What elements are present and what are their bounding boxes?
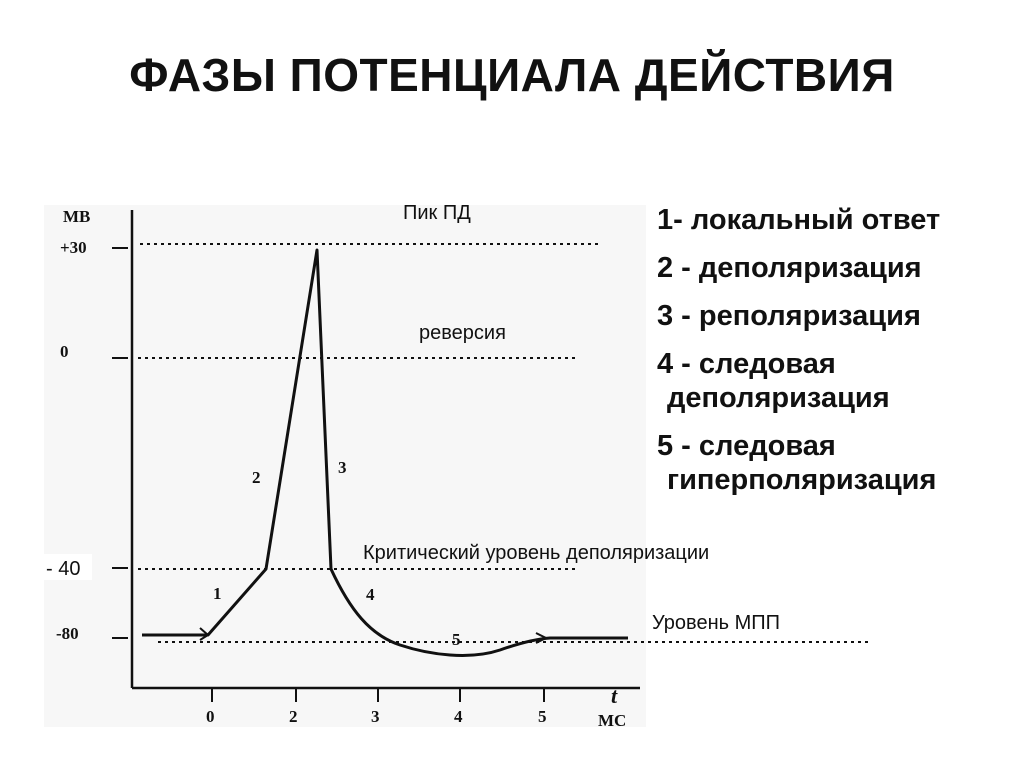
arrow-icon [199,627,210,641]
peak-label: Пик ПД [403,202,471,224]
x-unit-label: МС [598,711,626,730]
x-unit-t-label: t [611,683,618,708]
legend-item: 2 - деполяризация [657,251,1017,285]
legend-item-continuation: гиперполяризация [667,464,937,496]
phase-legend: 1- локальный ответ 2 - деполяризация 3 -… [657,203,1017,511]
diagram-background [44,205,646,727]
y-tick-label: -80 [56,624,79,643]
x-tick-label: 5 [538,707,547,726]
y-tick-label-box [42,554,92,580]
y-tick-label: - 40 [46,558,80,580]
y-unit-label: МВ [63,207,90,226]
legend-item: 4 - следовая деполяризация [657,347,1017,415]
arrow-icon [535,632,549,644]
critical-level-label: Критический уровень деполяризации [363,542,709,564]
legend-item-text: 5 - следовая [657,430,836,462]
legend-item-text: 4 - следовая [657,348,836,380]
legend-item-text: 3 - реполяризация [657,300,921,332]
legend-item: 1- локальный ответ [657,203,1017,237]
rmp-label: Уровень МПП [652,612,780,634]
legend-item: 5 - следовая гиперполяризация [657,429,1017,497]
x-tick-label: 4 [454,707,463,726]
x-tick-label: 3 [371,707,380,726]
phase-number: 3 [338,458,347,477]
legend-item: 3 - реполяризация [657,299,1017,333]
phase-number: 2 [252,468,261,487]
reversal-label: реверсия [419,322,506,344]
legend-item-continuation: деполяризация [667,382,890,414]
legend-item-text: 2 - деполяризация [657,252,922,284]
phase-number: 5 [452,630,461,649]
y-tick-label: +30 [60,238,87,257]
legend-item-text: 1- локальный ответ [657,204,941,236]
page-title: ФАЗЫ ПОТЕНЦИАЛА ДЕЙСТВИЯ [129,49,895,101]
phase-number: 4 [366,585,375,604]
action-potential-curve [142,248,628,657]
phase-number: 1 [213,584,222,603]
y-tick-label: 0 [60,342,69,361]
x-tick-label: 0 [206,707,215,726]
x-tick-label: 2 [289,707,298,726]
